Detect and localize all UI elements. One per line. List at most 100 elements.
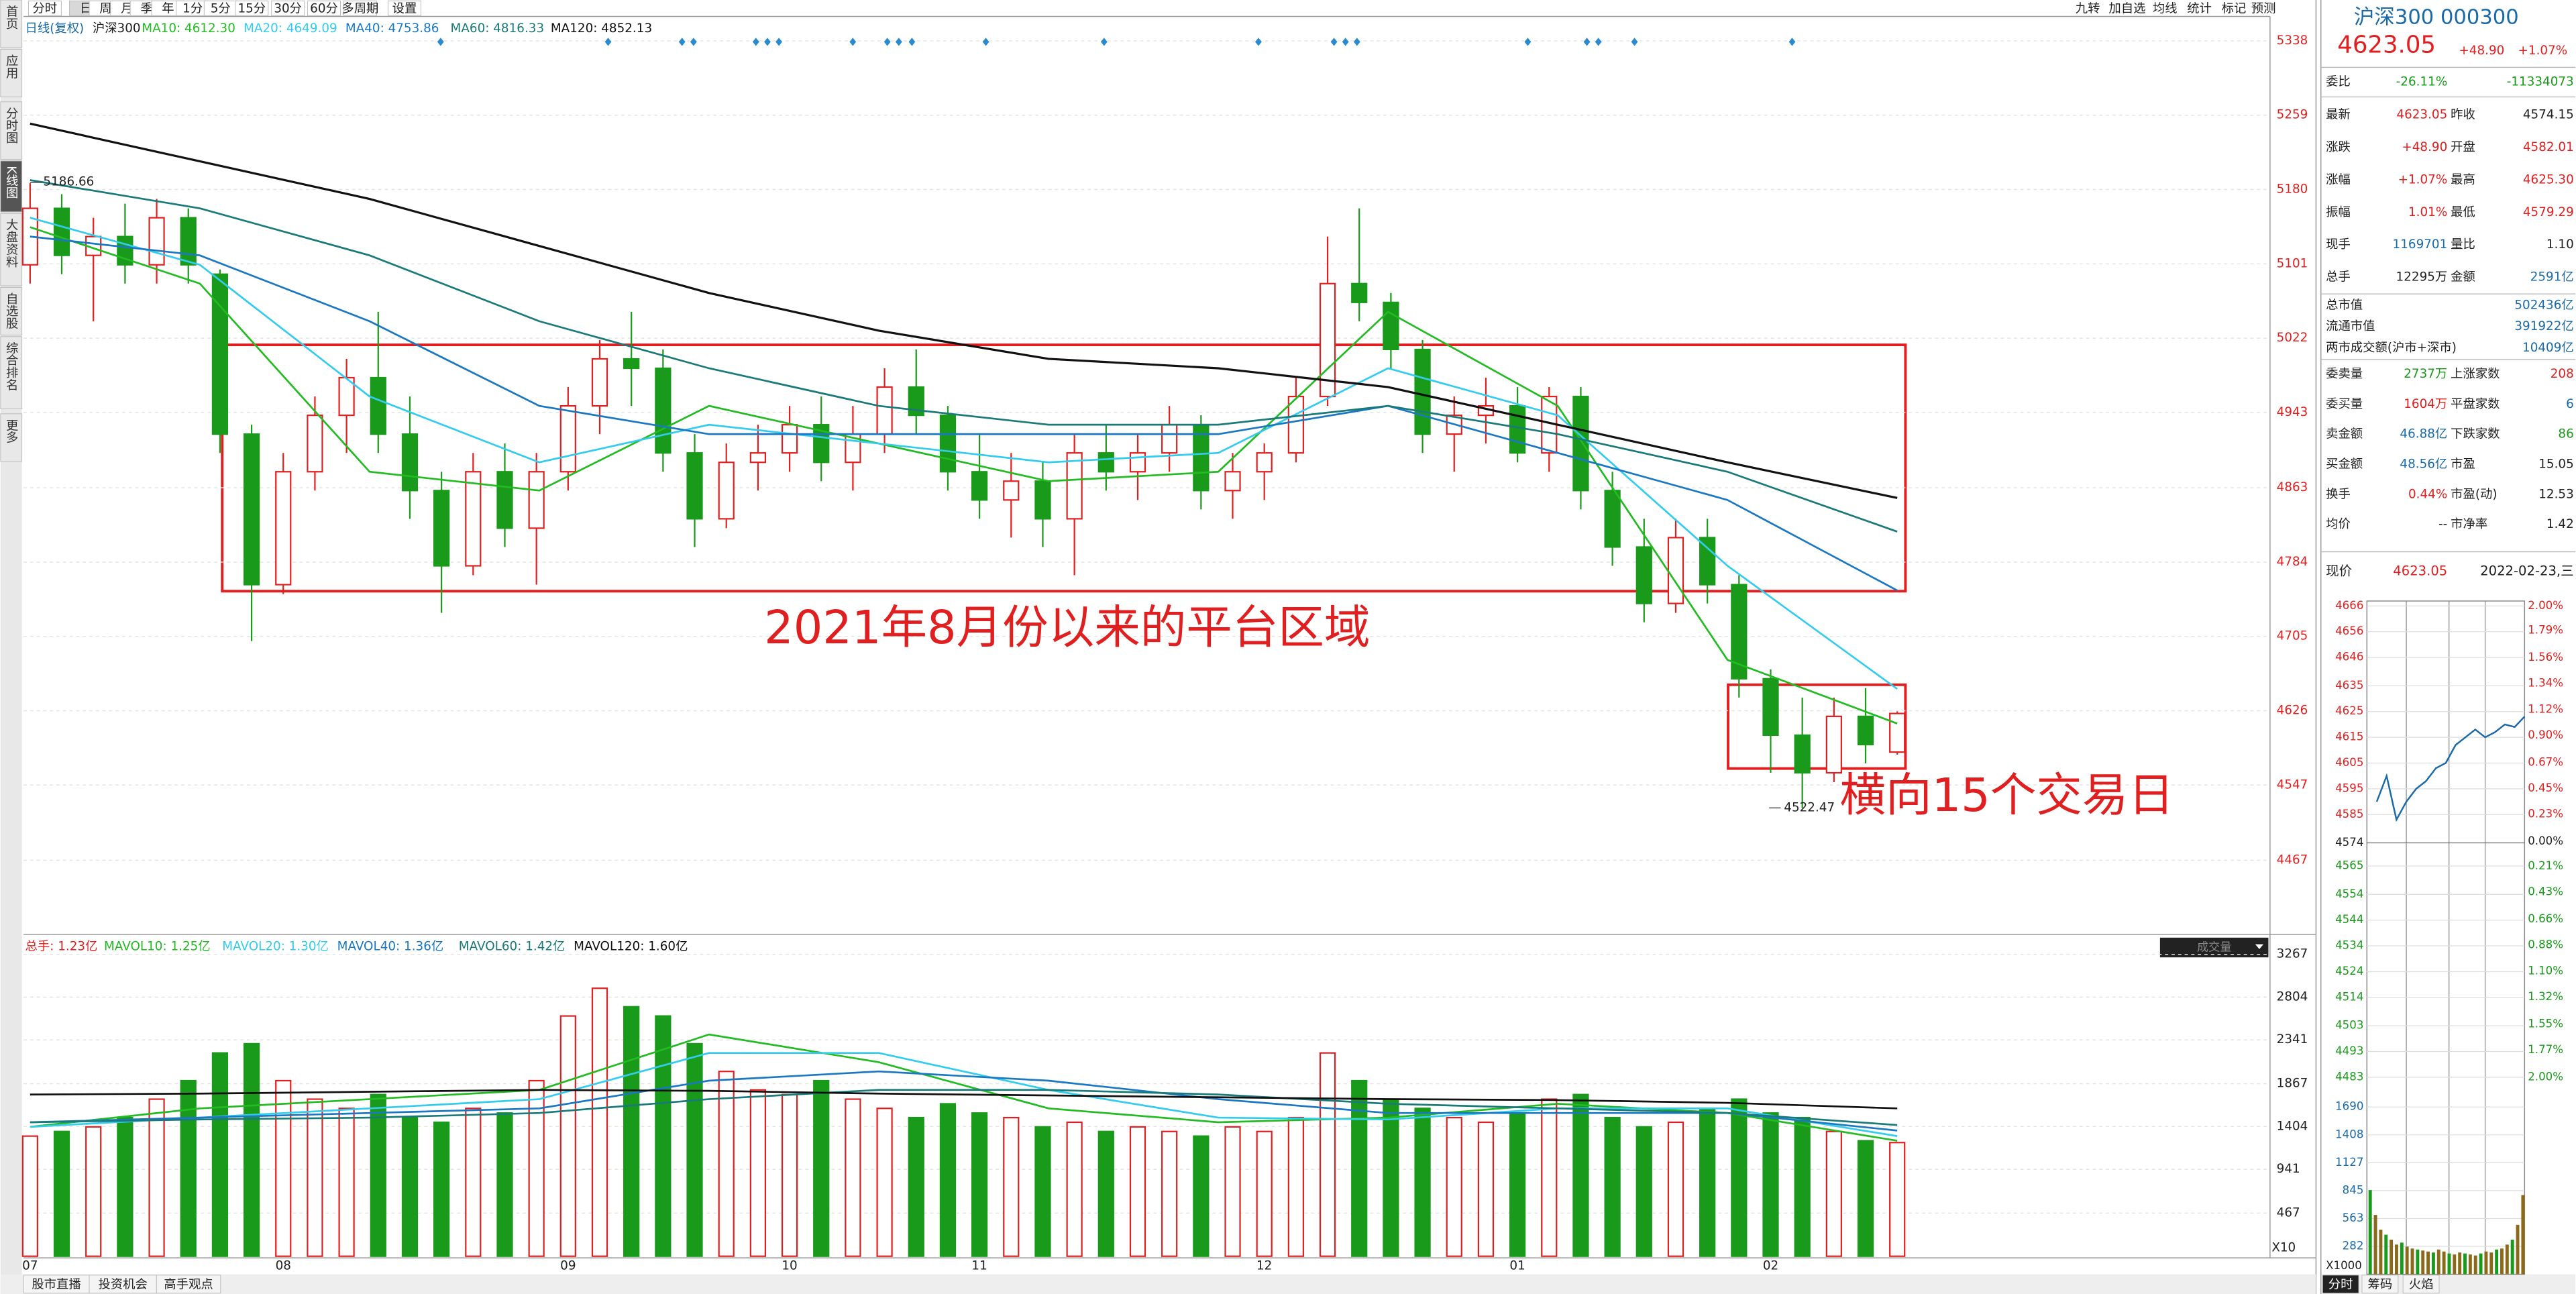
volume-bar — [1034, 1126, 1051, 1257]
y2-tick-label: 0.43% — [2528, 885, 2563, 898]
side-tab[interactable] — [0, 0, 23, 48]
side-tab-label: K线图 — [4, 166, 18, 199]
quote-label: 卖金额 — [2326, 427, 2363, 441]
y2-tick-label: 0.23% — [2528, 808, 2563, 820]
volume-bar — [1193, 1135, 1210, 1257]
tool-label: 周 — [99, 1, 111, 15]
quote-label: 现价 — [2326, 563, 2352, 578]
intraday-volume — [2521, 1195, 2525, 1275]
legend-label: MAVOL20: 1.30亿 — [222, 939, 329, 953]
side-tab[interactable] — [0, 160, 23, 213]
quote-title: 沪深300 000300 — [2354, 5, 2519, 29]
tool-button[interactable] — [271, 0, 305, 16]
quote-label: 两市成交额(沪市+深市) — [2326, 341, 2457, 355]
tool-button[interactable] — [28, 0, 62, 16]
ma-line — [30, 179, 1898, 533]
side-tab[interactable] — [0, 336, 23, 410]
mini-tab[interactable] — [2322, 1275, 2359, 1294]
candle-body — [1066, 452, 1083, 520]
legend-label: MA40: 4753.86 — [345, 21, 439, 36]
tool-label: 5分 — [211, 1, 231, 15]
mini-tab[interactable] — [2402, 1275, 2440, 1294]
y-tick-label: 4635 — [2335, 679, 2363, 692]
volume-bar — [370, 1093, 386, 1257]
y-tick-label: 4646 — [2335, 651, 2363, 663]
quote-value: +48.90 — [2402, 140, 2447, 154]
volume-bar — [1414, 1108, 1431, 1257]
mavol-line — [30, 1033, 1898, 1142]
candle-body — [1287, 395, 1304, 454]
candle-body — [1794, 734, 1811, 774]
side-tab[interactable] — [0, 101, 23, 160]
candle-body — [1731, 584, 1748, 680]
y-tick-label: 4863 — [2277, 480, 2308, 494]
candle-body — [433, 490, 450, 567]
side-tab[interactable] — [0, 48, 23, 97]
y2-tick-label: 1.12% — [2528, 702, 2563, 715]
bottom-tab[interactable] — [23, 1275, 90, 1294]
y-tick-label: 4493 — [2335, 1044, 2363, 1057]
volume-bar — [939, 1103, 957, 1257]
quote-value: 4625.30 — [2523, 172, 2574, 186]
candle-body — [971, 471, 988, 501]
y-tick-label: 4943 — [2277, 405, 2308, 419]
tool-label: 15分 — [237, 1, 266, 15]
x-tick-label: 01 — [1509, 1258, 1525, 1273]
candle-body — [211, 273, 229, 435]
y2-tick-label: 0.21% — [2528, 859, 2563, 872]
bottom-tab[interactable] — [156, 1275, 221, 1294]
side-tab[interactable] — [0, 286, 23, 335]
volume-bar — [1572, 1093, 1589, 1257]
tool-button[interactable] — [388, 0, 421, 16]
mini-frame — [2366, 600, 2526, 1275]
y2-tick-label: 0.67% — [2528, 755, 2563, 768]
y-tick-label: 2341 — [2277, 1032, 2308, 1046]
quote-label: 涨幅 — [2326, 172, 2351, 186]
y2-tick-label: 2.00% — [2528, 599, 2563, 612]
volume-bar — [591, 987, 608, 1257]
mini-tab[interactable] — [2361, 1275, 2399, 1294]
tool-button[interactable] — [235, 0, 269, 16]
tool-button[interactable] — [307, 0, 341, 16]
intraday-volume — [2368, 1190, 2372, 1275]
bottom-bar — [0, 1274, 2316, 1294]
volume-bar — [655, 1015, 672, 1257]
intraday-volume — [2395, 1244, 2398, 1275]
x-tick-label: 12 — [1256, 1258, 1272, 1273]
side-tab[interactable] — [0, 413, 23, 462]
y-tick-label: 4467 — [2277, 853, 2308, 867]
volume-bar — [465, 1108, 482, 1257]
ma-line — [30, 235, 1898, 592]
quote-value: 1169701 — [2393, 237, 2448, 252]
side-tab[interactable] — [0, 213, 23, 286]
volume-bar — [749, 1089, 767, 1257]
scale-label: X10 — [2271, 1240, 2296, 1254]
candle-body — [781, 424, 798, 454]
y-tick-label: 5180 — [2277, 182, 2308, 197]
volume-bar — [718, 1071, 735, 1257]
volume-bar — [1699, 1108, 1716, 1257]
candle-body — [591, 358, 608, 407]
intraday-volume — [2405, 1246, 2409, 1275]
volume-bar — [528, 1079, 545, 1257]
y2-tick-label: 1.34% — [2528, 677, 2563, 690]
intraday-volume — [2489, 1252, 2493, 1275]
tool-label: 多周期 — [341, 1, 378, 15]
y-tick-label: 5022 — [2277, 331, 2308, 345]
volume-bar — [1351, 1079, 1368, 1257]
quote-date: 2022-02-23,三 — [2480, 563, 2574, 578]
price-annotation: 4522.47 — [1784, 800, 1835, 814]
intraday-volume — [2473, 1255, 2477, 1275]
candle-body — [686, 452, 703, 520]
volume-button-label: 成交量 — [2197, 940, 2231, 954]
tool-label: 九转 — [2076, 1, 2100, 15]
y-tick-label: 4503 — [2335, 1019, 2363, 1032]
tool-button[interactable] — [343, 0, 377, 16]
volume-bar — [243, 1042, 260, 1257]
intraday-volume — [2500, 1248, 2504, 1275]
x-tick-label: 02 — [1763, 1258, 1778, 1273]
volume-bar — [433, 1121, 450, 1257]
candle-body — [1604, 490, 1621, 548]
candle-body — [1351, 282, 1368, 303]
candle-body — [1256, 452, 1273, 473]
